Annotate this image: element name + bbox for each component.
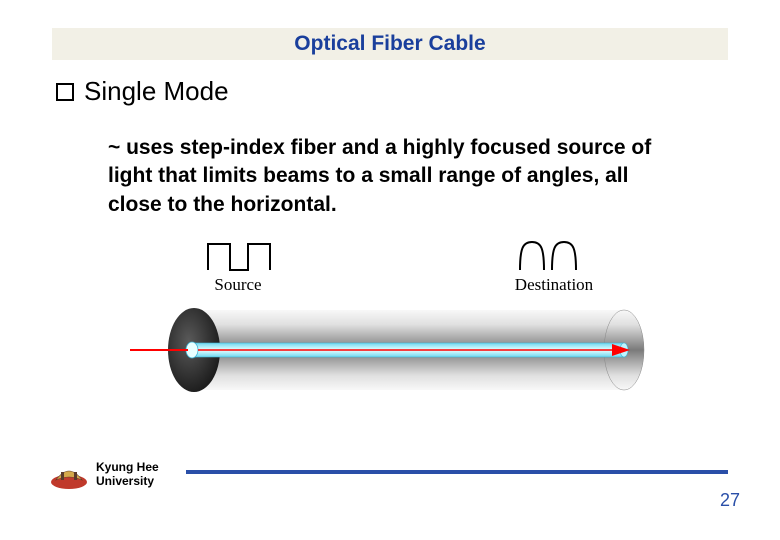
destination-pulse-icon [520, 242, 576, 270]
fiber-cable-icon [130, 308, 644, 392]
slide-title-bar: Optical Fiber Cable [52, 28, 728, 60]
fiber-diagram: Source Destination [130, 232, 670, 432]
section-heading: Single Mode [84, 76, 229, 107]
slide-title: Optical Fiber Cable [294, 32, 485, 56]
page-number: 27 [720, 490, 740, 511]
university-logo-icon [48, 460, 90, 490]
destination-label: Destination [515, 275, 594, 294]
footer-line-2: University [96, 474, 154, 488]
footer-divider [186, 470, 728, 474]
source-pulse-icon [208, 244, 270, 270]
checkbox-bullet-icon [56, 83, 74, 101]
body-paragraph: ~ uses step-index fiber and a highly foc… [108, 134, 668, 219]
footer-line-1: Kyung Hee [96, 460, 159, 474]
heading-row: Single Mode [56, 76, 229, 107]
source-label: Source [214, 275, 261, 294]
footer-university-name: Kyung Hee University [96, 460, 159, 489]
